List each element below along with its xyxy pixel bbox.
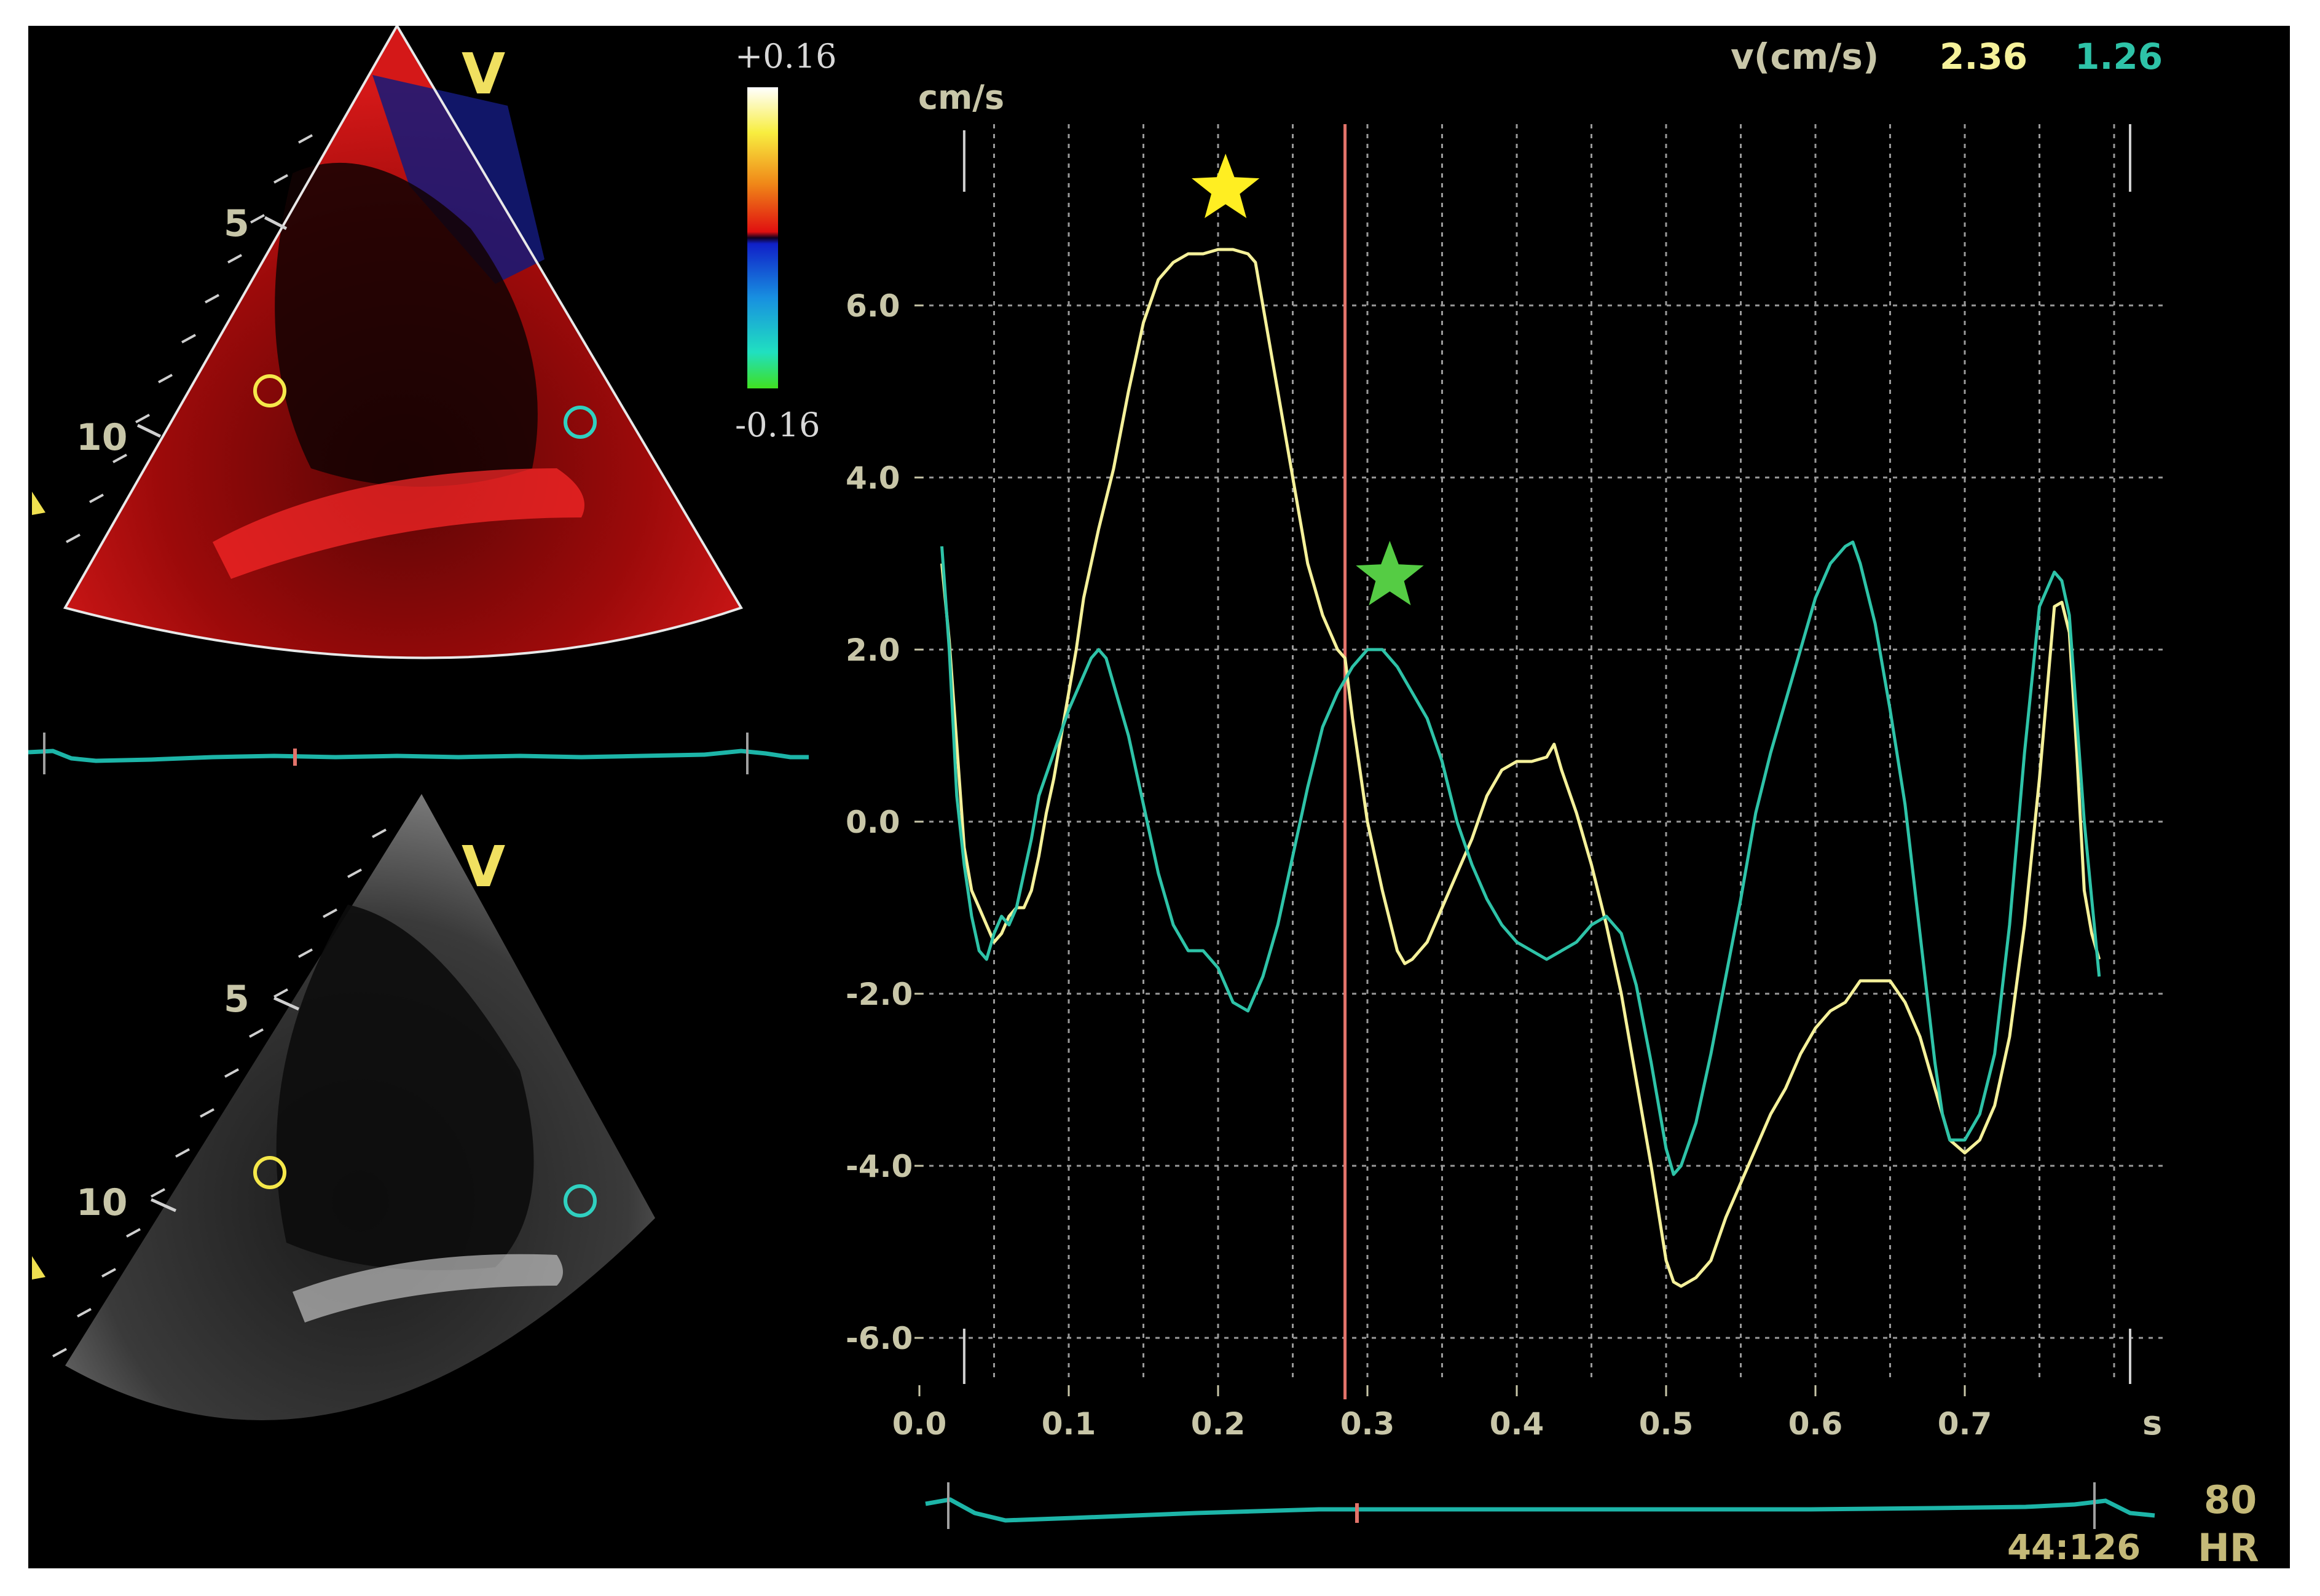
echo-bottom-depth-5: 5 <box>224 978 250 1021</box>
chart-series <box>940 248 2101 1288</box>
x-tick-labels: 0.0 0.1 0.2 0.3 0.4 0.5 0.6 0.7 <box>892 1406 1992 1442</box>
series-line-cyan <box>940 540 2101 1176</box>
readout-cyan-value: 1.26 <box>2075 36 2163 77</box>
frame-counter: 44:126 <box>2007 1528 2141 1568</box>
echo-bottom-panel: V 5 10 <box>32 794 655 1420</box>
echo-bottom-roi-yellow[interactable] <box>253 1156 286 1189</box>
echo-bottom-depth-ticks <box>52 828 387 1358</box>
hr-value: 80 <box>2204 1477 2257 1522</box>
echo-top-sector-outline <box>63 26 743 659</box>
y-axis-label: cm/s <box>918 78 1004 117</box>
echo-bottom-roi-cyan[interactable] <box>564 1184 597 1217</box>
x-tick-label: 0.4 <box>1490 1406 1544 1442</box>
color-scale-min: -0.16 <box>735 406 820 444</box>
x-tick-label: 0.7 <box>1938 1406 1992 1442</box>
y-tick-label: -2.0 <box>846 977 913 1012</box>
y-tick-label: 4.0 <box>846 460 900 496</box>
display-canvas: V 5 10 +0.16 -0.16 <box>28 26 2259 1568</box>
echo-top-roi-cyan[interactable] <box>564 406 597 439</box>
triangle-marker-icon <box>32 492 45 515</box>
peak-stars <box>1192 154 1424 605</box>
echo-bottom-chamber <box>276 905 534 1270</box>
readout-label: v(cm/s) <box>1731 36 1879 77</box>
y-tick-label: -4.0 <box>846 1149 913 1184</box>
y-tick-label: 0.0 <box>846 804 900 840</box>
chart-grid <box>914 124 2167 1396</box>
echo-bottom-depth-10: 10 <box>76 1181 128 1224</box>
x-tick-label: 0.2 <box>1191 1406 1246 1442</box>
echo-top-valve-band <box>213 468 584 579</box>
echo-top-blue-patch <box>372 75 545 284</box>
y-tick-label: 2.0 <box>846 632 900 668</box>
echo-ultrasound-display: V 5 10 +0.16 -0.16 <box>28 26 2290 1568</box>
x-tick-label: 0.0 <box>892 1406 947 1442</box>
echo-top-chamber <box>275 162 538 487</box>
echo-top-ecg-strip <box>28 733 809 774</box>
chart-ecg-strip <box>925 1482 2155 1529</box>
x-tick-label: 0.5 <box>1639 1406 1694 1442</box>
echo-top-view-label: V <box>462 41 505 107</box>
echo-top-depth-10: 10 <box>76 416 128 459</box>
hr-label: HR <box>2198 1525 2259 1568</box>
star-icon <box>1356 541 1424 605</box>
y-tick-label: -6.0 <box>846 1321 913 1356</box>
series-line-yellow <box>940 248 2101 1288</box>
x-tick-label: 0.6 <box>1788 1406 1843 1442</box>
echo-bottom-wall <box>293 1254 563 1323</box>
velocity-chart: 6.0 4.0 2.0 0.0 -2.0 -4.0 -6.0 0.0 0.1 0.2 0.3 0.4… <box>846 36 2259 1568</box>
echo-top-panel: V 5 10 +0.16 -0.16 <box>28 26 836 774</box>
y-tick-label: 6.0 <box>846 288 900 324</box>
star-icon <box>1192 154 1260 218</box>
echo-bottom-view-label: V <box>462 834 505 900</box>
y-tick-labels: 6.0 4.0 2.0 0.0 -2.0 -4.0 -6.0 <box>846 288 913 1356</box>
readout-yellow-value: 2.36 <box>1940 36 2027 77</box>
x-tick-label: 0.3 <box>1340 1406 1395 1442</box>
x-tick-label: 0.1 <box>1042 1406 1096 1442</box>
echo-top-depth-ticks <box>66 134 313 543</box>
echo-top-depth-5: 5 <box>224 202 250 245</box>
color-scale-bar <box>747 87 778 388</box>
echo-top-roi-yellow[interactable] <box>253 374 286 407</box>
x-axis-label: s <box>2142 1404 2162 1442</box>
triangle-marker-icon <box>32 1256 45 1280</box>
color-scale-max: +0.16 <box>735 37 836 76</box>
